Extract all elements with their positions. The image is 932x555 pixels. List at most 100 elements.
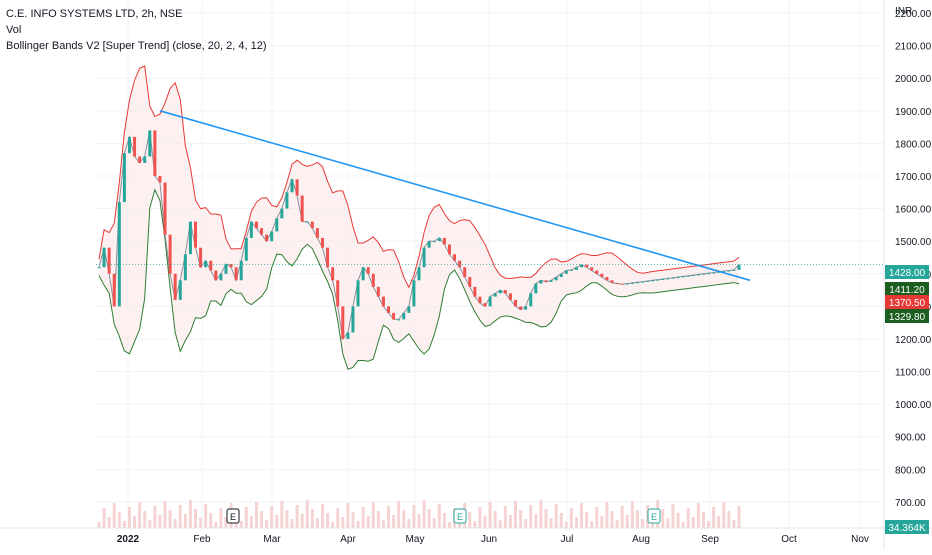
volume-bar-33 xyxy=(265,520,269,528)
candle-0 xyxy=(97,267,101,269)
volume-label-box xyxy=(885,520,929,534)
candle-34 xyxy=(270,231,274,242)
volume-bar-65 xyxy=(427,509,431,528)
candle-94 xyxy=(574,267,578,270)
volume-bar-94 xyxy=(574,517,578,528)
volume-bar-32 xyxy=(260,511,264,528)
candle-101 xyxy=(610,280,614,283)
candle-78 xyxy=(493,293,497,297)
volume-bar-9 xyxy=(143,511,147,528)
candle-37 xyxy=(285,192,289,209)
candle-85 xyxy=(529,293,533,307)
volume-bar-52 xyxy=(361,507,365,528)
candle-44 xyxy=(320,237,324,248)
candle-9 xyxy=(143,156,147,163)
earnings-marker-2[interactable] xyxy=(647,508,661,524)
volume-bar-38 xyxy=(290,519,294,528)
y-tick-label-15: 2200.00 xyxy=(895,9,932,20)
volume-bar-75 xyxy=(478,507,482,528)
candle-76 xyxy=(483,303,487,307)
candle-8 xyxy=(138,156,142,163)
candle-54 xyxy=(371,273,375,287)
volume-bar-91 xyxy=(559,513,563,528)
bollinger-bands xyxy=(98,65,740,370)
volume-bar-86 xyxy=(534,514,538,528)
volume-bar-116 xyxy=(686,508,690,528)
volume-bar-125 xyxy=(732,520,736,528)
trendline-layer[interactable] xyxy=(96,110,884,282)
candle-32 xyxy=(260,228,264,235)
candle-80 xyxy=(503,290,507,294)
volume-bar-101 xyxy=(610,511,614,528)
volume-bar-37 xyxy=(285,510,289,528)
candle-26 xyxy=(229,264,233,268)
candle-15 xyxy=(173,273,177,300)
candle-49 xyxy=(346,332,350,339)
volume-bar-54 xyxy=(371,502,375,528)
candle-70 xyxy=(453,254,457,261)
candle-62 xyxy=(412,280,416,307)
volume-bar-55 xyxy=(376,511,380,528)
candle-107 xyxy=(640,281,644,283)
earnings-marker-1[interactable] xyxy=(453,508,467,524)
volume-bar-46 xyxy=(331,522,335,528)
volume-bar-36 xyxy=(280,501,284,528)
volume-bar-1 xyxy=(102,508,106,528)
volume-bar-119 xyxy=(701,512,705,528)
volume-bar-31 xyxy=(254,502,258,528)
volume-bar-85 xyxy=(529,505,533,528)
earnings-marker-0[interactable] xyxy=(226,508,240,524)
volume-bar-77 xyxy=(488,502,492,528)
candle-38 xyxy=(290,179,294,193)
candle-111 xyxy=(661,278,665,280)
candle-81 xyxy=(508,293,512,300)
volume-bar-53 xyxy=(366,516,370,528)
indicator-legend[interactable]: Bollinger Bands V2 [Super Trend] (close,… xyxy=(6,40,267,52)
candle-103 xyxy=(620,283,624,285)
candle-23 xyxy=(214,270,218,281)
y-tick-label-4: 1100.00 xyxy=(895,368,931,379)
candle-31 xyxy=(254,221,258,229)
candle-13 xyxy=(163,182,167,235)
volume-bar-126 xyxy=(737,506,741,528)
x-tick-label-2: Mar xyxy=(263,534,281,545)
volume-bar-100 xyxy=(605,502,609,528)
candle-5 xyxy=(122,153,126,203)
candle-105 xyxy=(630,282,634,284)
volume-bar-117 xyxy=(691,517,695,528)
candle-115 xyxy=(681,276,685,278)
price-label-1: 1411.20 xyxy=(889,285,925,296)
volume-bar-19 xyxy=(194,509,198,528)
candle-24 xyxy=(219,273,223,281)
volume-bar-34 xyxy=(270,506,274,528)
upper-band xyxy=(98,65,740,289)
volume-bar-123 xyxy=(722,502,726,528)
volume-bar-20 xyxy=(199,518,203,528)
candle-86 xyxy=(534,283,538,294)
volume-legend[interactable]: Vol xyxy=(6,24,22,36)
candle-92 xyxy=(564,270,568,274)
candle-77 xyxy=(488,296,492,307)
x-tick-label-1: Feb xyxy=(193,534,211,545)
symbol-title[interactable]: C.E. INFO SYSTEMS LTD, 2h, NSE xyxy=(6,8,183,20)
trendline[interactable] xyxy=(159,110,751,282)
candle-87 xyxy=(539,280,543,284)
candle-11 xyxy=(153,130,157,176)
volume-bar-84 xyxy=(524,519,528,528)
price-label-2: 1370.50 xyxy=(889,298,926,309)
volume-bar-50 xyxy=(351,512,355,528)
candle-83 xyxy=(519,306,523,310)
volume-bar-11 xyxy=(153,506,157,528)
volume-bar-69 xyxy=(447,522,451,528)
volume-bar-45 xyxy=(326,513,330,528)
candle-60 xyxy=(402,312,406,320)
volume-bar-118 xyxy=(696,503,700,528)
volume-bar-68 xyxy=(442,513,446,528)
candle-64 xyxy=(422,247,426,268)
candle-16 xyxy=(178,280,182,300)
candle-40 xyxy=(300,195,304,222)
volume-bar-29 xyxy=(244,507,248,528)
